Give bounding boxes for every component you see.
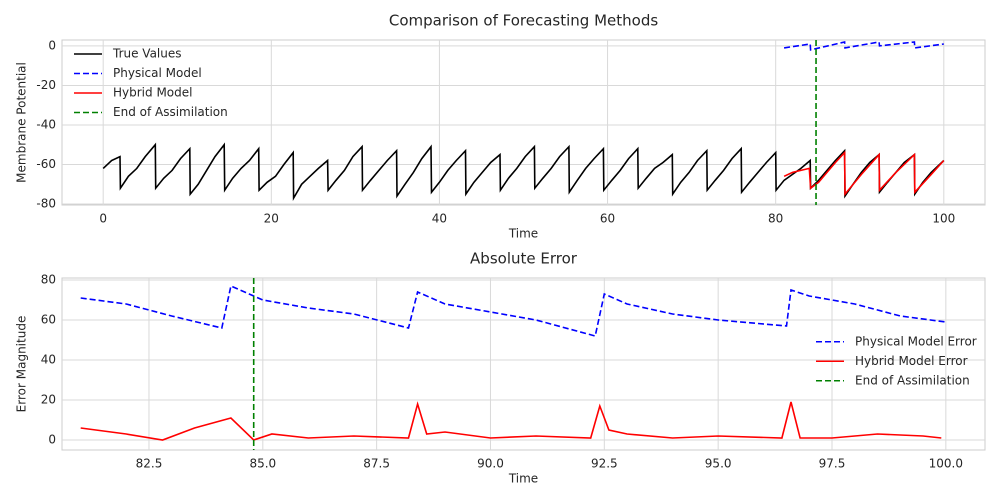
legend-label: Physical Model xyxy=(113,66,202,80)
y-tick-label: -40 xyxy=(36,117,56,131)
series-line xyxy=(80,284,946,337)
y-axis-label: Error Magnitude xyxy=(15,316,29,413)
y-tick-label: 40 xyxy=(41,353,56,367)
x-axis-label: Time xyxy=(508,472,538,486)
legend-label: End of Assimilation xyxy=(113,105,228,119)
legend-label: Hybrid Model xyxy=(113,86,192,100)
y-axis-label: Membrane Potential xyxy=(15,62,29,183)
series-line xyxy=(783,150,945,197)
x-tick-label: 100 xyxy=(932,212,955,226)
x-tick-label: 100.0 xyxy=(929,457,963,471)
legend-label: Hybrid Model Error xyxy=(855,354,968,368)
x-tick-label: 0 xyxy=(99,212,107,226)
plot-area xyxy=(61,277,986,451)
y-tick-label: 80 xyxy=(41,273,56,287)
y-tick-label: 20 xyxy=(41,393,56,407)
chart-title: Absolute Error xyxy=(470,250,578,268)
y-tick-label: 0 xyxy=(48,38,56,52)
legend: Physical Model Error Hybrid Model Error En… xyxy=(816,334,977,387)
x-tick-label: 82.5 xyxy=(136,457,163,471)
x-tick-label: 97.5 xyxy=(819,457,846,471)
x-tick-label: 90.0 xyxy=(477,457,504,471)
legend: True Values Physical Model Hybrid Model End… xyxy=(74,47,228,119)
y-tick-label: 60 xyxy=(41,313,56,327)
x-tick-label: 20 xyxy=(264,212,279,226)
series-line xyxy=(80,401,942,441)
y-tick-label: 0 xyxy=(48,433,56,447)
x-tick-label: 60 xyxy=(600,212,615,226)
legend-label: End of Assimilation xyxy=(855,373,970,387)
y-tick-label: -60 xyxy=(36,157,56,171)
x-tick-label: 95.0 xyxy=(705,457,732,471)
x-tick-label: 92.5 xyxy=(591,457,618,471)
series-line xyxy=(783,41,944,51)
x-tick-label: 40 xyxy=(432,212,447,226)
legend-label: Physical Model Error xyxy=(855,334,977,348)
x-tick-label: 87.5 xyxy=(363,457,390,471)
x-tick-label: 85.0 xyxy=(249,457,276,471)
y-tick-label: -20 xyxy=(36,78,56,92)
series-line xyxy=(102,142,945,202)
legend-label: True Values xyxy=(112,47,182,61)
chart-title: Comparison of Forecasting Methods xyxy=(389,12,658,30)
plot-area xyxy=(61,39,986,206)
y-tick-label: -80 xyxy=(36,197,56,211)
x-axis-label: Time xyxy=(508,227,538,241)
x-tick-label: 80 xyxy=(768,212,783,226)
